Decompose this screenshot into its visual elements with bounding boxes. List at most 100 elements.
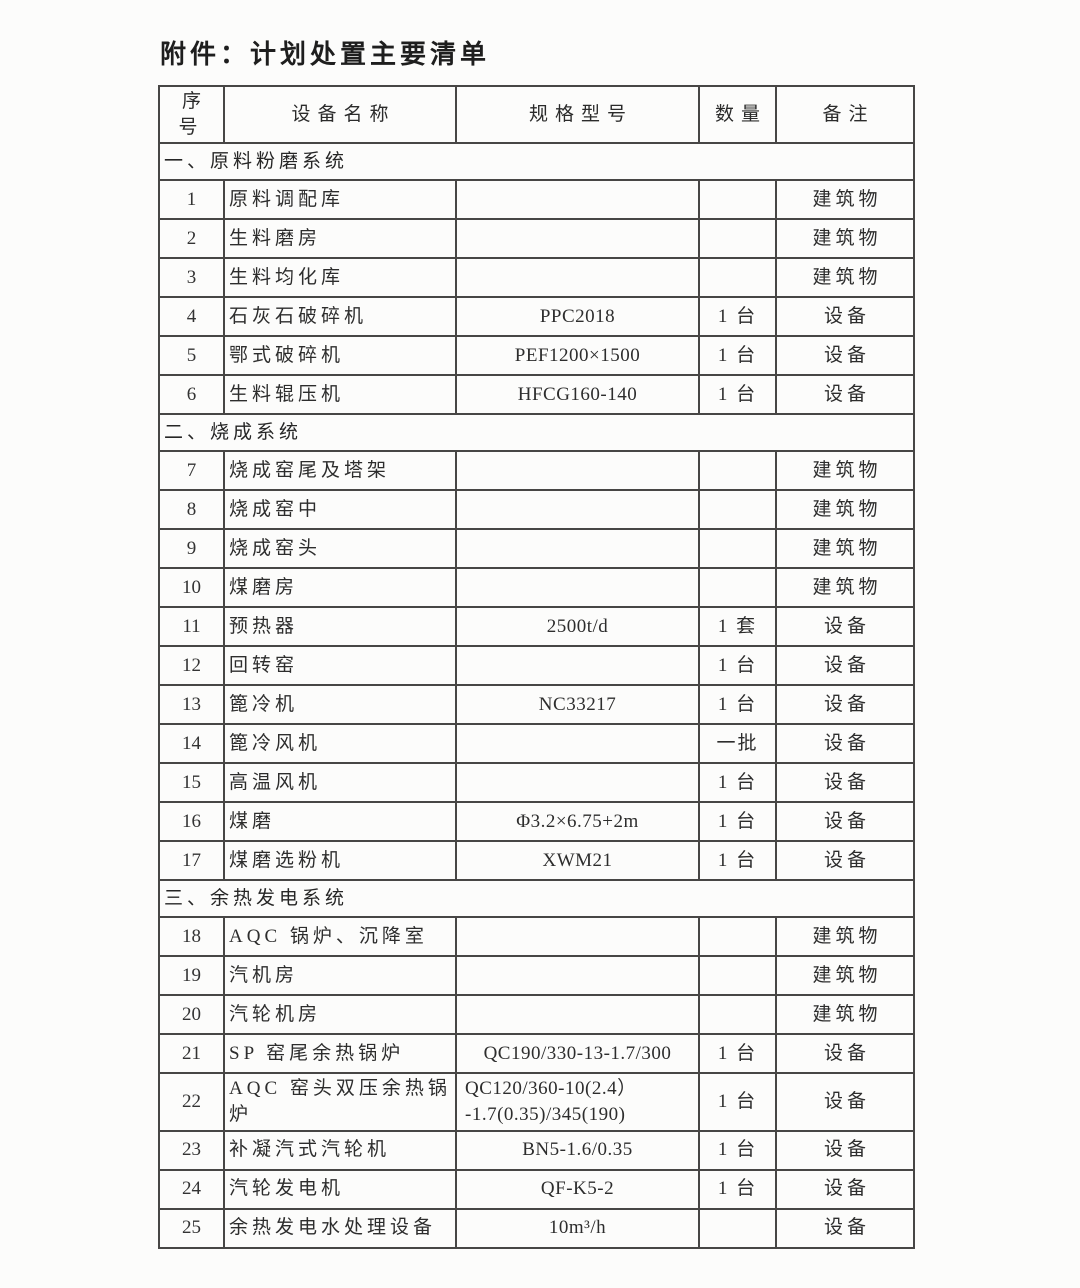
row-number-cell: 14: [158, 723, 225, 765]
table-row: 17 煤磨选粉机 XWM21 1 台设备: [158, 840, 915, 882]
header-remarks: 备注: [775, 84, 915, 145]
spec-model-cell: [455, 489, 700, 531]
quantity-cell: 1 台: [698, 801, 777, 843]
remark-cell: 设备: [775, 606, 915, 648]
remark-cell: 建筑物: [775, 489, 915, 531]
table-row: 7 烧成窑尾及塔架 建筑物: [158, 450, 915, 492]
spec-model-cell: QF-K5-2: [455, 1168, 700, 1210]
row-number-cell: 4: [158, 296, 225, 338]
quantity-cell: 1 台: [698, 645, 777, 687]
quantity-cell: [698, 916, 777, 958]
table-row: 9 烧成窑头 建筑物: [158, 528, 915, 570]
table-row: 10 煤磨房 建筑物: [158, 567, 915, 609]
quantity-cell: 1 台: [698, 684, 777, 726]
spec-model-cell: [455, 257, 700, 299]
quantity-cell: 1 台: [698, 840, 777, 882]
quantity-cell: 1 台: [698, 1168, 777, 1210]
spec-model-cell: [455, 218, 700, 260]
spec-model-cell: NC33217: [455, 684, 700, 726]
remark-cell: 建筑物: [775, 179, 915, 221]
header-row: 序号 设备名称 规格型号 数量 备注: [158, 84, 915, 145]
equipment-name-cell: 烧成窑尾及塔架: [223, 450, 457, 492]
table-row: 23 补凝汽式汽轮机 BN5-1.6/0.35 1 台设备: [158, 1129, 915, 1171]
remark-cell: 设备: [775, 801, 915, 843]
quantity-cell: [698, 450, 777, 492]
quantity-cell: 1 台: [698, 374, 777, 416]
equipment-name-cell: 预热器: [223, 606, 457, 648]
table-row: 16 煤磨 Φ3.2×6.75+2m 1 台设备: [158, 801, 915, 843]
equipment-name-cell: 煤磨房: [223, 567, 457, 609]
spec-model-cell: QC120/360-10(2.4） -1.7(0.35)/345(190): [455, 1072, 700, 1132]
spec-model-cell: [455, 645, 700, 687]
remark-cell: 设备: [775, 684, 915, 726]
equipment-name-cell: 生料均化库: [223, 257, 457, 299]
row-number-cell: 12: [158, 645, 225, 687]
spec-model-cell: [455, 916, 700, 958]
section-row: 二、烧成系统: [158, 413, 915, 453]
remark-cell: 设备: [775, 1207, 915, 1249]
equipment-name-cell: 补凝汽式汽轮机: [223, 1129, 457, 1171]
quantity-cell: [698, 179, 777, 221]
table-row: 13 篦冷机 NC33217 1 台设备: [158, 684, 915, 726]
equipment-name-cell: SP 窑尾余热锅炉: [223, 1033, 457, 1075]
spec-model-cell: [455, 955, 700, 997]
row-number-cell: 22: [158, 1072, 225, 1132]
table-row: 20 汽轮机房 建筑物: [158, 994, 915, 1036]
remark-cell: 建筑物: [775, 567, 915, 609]
row-number-cell: 7: [158, 450, 225, 492]
equipment-name-cell: 石灰石破碎机: [223, 296, 457, 338]
table-body: 一、原料粉磨系统 1 原料调配库 建筑物 2 生料磨房 建筑物 3 生料均化库 建筑物 4 石灰石破碎…: [158, 142, 915, 1249]
quantity-cell: 1 台: [698, 1129, 777, 1171]
table-row: 3 生料均化库 建筑物: [158, 257, 915, 299]
quantity-cell: 一批: [698, 723, 777, 765]
remark-cell: 建筑物: [775, 994, 915, 1036]
spec-model-cell: 2500t/d: [455, 606, 700, 648]
table-header: 序号 设备名称 规格型号 数量 备注: [158, 84, 915, 145]
table-row: 8 烧成窑中 建筑物: [158, 489, 915, 531]
row-number-cell: 9: [158, 528, 225, 570]
section-row: 一、原料粉磨系统: [158, 142, 915, 182]
section-row: 三、余热发电系统: [158, 879, 915, 919]
row-number-cell: 3: [158, 257, 225, 299]
equipment-name-cell: 生料辊压机: [223, 374, 457, 416]
table-row: 2 生料磨房 建筑物: [158, 218, 915, 260]
row-number-cell: 23: [158, 1129, 225, 1171]
row-number-cell: 13: [158, 684, 225, 726]
remark-cell: 设备: [775, 1168, 915, 1210]
row-number-cell: 25: [158, 1207, 225, 1249]
table-row: 22 AQC 窑头双压余热锅炉 QC120/360-10(2.4） -1.7(0.3…: [158, 1072, 915, 1132]
spec-model-cell: [455, 994, 700, 1036]
spec-model-cell: QC190/330-13-1.7/300: [455, 1033, 700, 1075]
equipment-name-cell: AQC 窑头双压余热锅炉: [223, 1072, 457, 1132]
equipment-name-cell: 烧成窑中: [223, 489, 457, 531]
table-row: 1 原料调配库 建筑物: [158, 179, 915, 221]
spec-model-cell: Φ3.2×6.75+2m: [455, 801, 700, 843]
remark-cell: 设备: [775, 840, 915, 882]
table-row: 18 AQC 锅炉、沉降室 建筑物: [158, 916, 915, 958]
equipment-name-cell: 回转窑: [223, 645, 457, 687]
header-equipment-name: 设备名称: [223, 84, 457, 145]
quantity-cell: 1 台: [698, 296, 777, 338]
table-row: 5 鄂式破碎机 PEF1200×1500 1 台设备: [158, 335, 915, 377]
equipment-name-cell: 余热发电水处理设备: [223, 1207, 457, 1249]
remark-cell: 建筑物: [775, 218, 915, 260]
spec-model-cell: [455, 567, 700, 609]
row-number-cell: 11: [158, 606, 225, 648]
equipment-name-cell: 鄂式破碎机: [223, 335, 457, 377]
table-row: 25 余热发电水处理设备 10m³/h 设备: [158, 1207, 915, 1249]
row-number-cell: 21: [158, 1033, 225, 1075]
row-number-cell: 8: [158, 489, 225, 531]
quantity-cell: 1 台: [698, 1072, 777, 1132]
row-number-cell: 10: [158, 567, 225, 609]
row-number-cell: 16: [158, 801, 225, 843]
remark-cell: 设备: [775, 335, 915, 377]
row-number-cell: 1: [158, 179, 225, 221]
remark-cell: 建筑物: [775, 528, 915, 570]
spec-model-cell: HFCG160-140: [455, 374, 700, 416]
quantity-cell: [698, 528, 777, 570]
spec-model-cell: PEF1200×1500: [455, 335, 700, 377]
table-row: 15 高温风机 1 台设备: [158, 762, 915, 804]
table-row: 12 回转窑 1 台设备: [158, 645, 915, 687]
equipment-name-cell: 烧成窑头: [223, 528, 457, 570]
row-number-cell: 5: [158, 335, 225, 377]
